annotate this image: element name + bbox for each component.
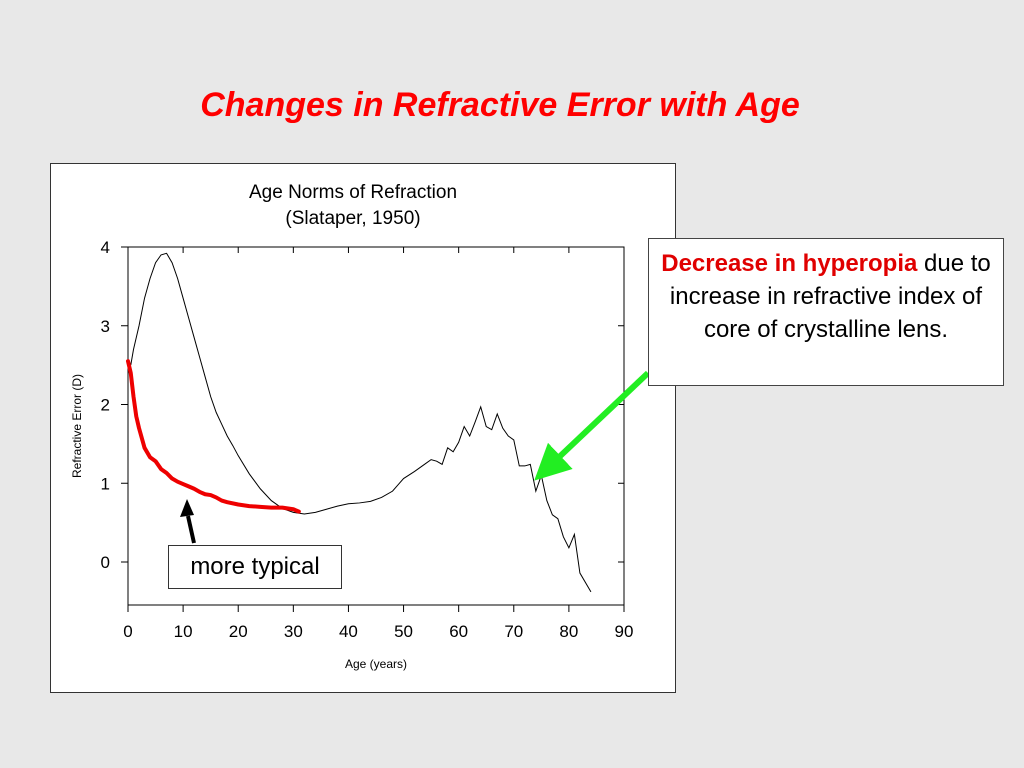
chart-title-block: Age Norms of Refraction (Slataper, 1950) <box>50 180 656 232</box>
x-tick-label: 90 <box>615 622 634 641</box>
x-tick-label: 20 <box>229 622 248 641</box>
callout-highlight: Decrease in hyperopia <box>661 250 918 277</box>
y-axis: 0 1 2 3 4 <box>101 238 624 572</box>
x-tick-label: 40 <box>339 622 358 641</box>
x-axis: 0 10 20 30 40 50 60 70 80 90 <box>123 247 633 641</box>
plot-area <box>127 246 625 606</box>
x-tick-label: 0 <box>123 622 132 641</box>
slide-title: Changes in Refractive Error with Age <box>200 86 800 124</box>
series-line-typical <box>126 359 301 514</box>
series-line-slataper <box>130 252 592 593</box>
chart-title: Age Norms of Refraction <box>248 182 458 203</box>
x-tick-label: 80 <box>559 622 578 641</box>
y-axis-label: Refractive Error (D) <box>70 374 84 478</box>
y-tick-label: 4 <box>101 238 110 257</box>
y-tick-label: 2 <box>101 396 110 415</box>
y-tick-label: 0 <box>101 553 110 572</box>
more-typical-label: more typical <box>168 545 342 589</box>
x-tick-label: 60 <box>449 622 468 641</box>
callout-text: due to increase in refractive index of c… <box>669 250 991 343</box>
y-tick-label: 3 <box>101 317 110 336</box>
x-tick-label: 70 <box>504 622 523 641</box>
chart-subtitle: (Slataper, 1950) <box>285 208 421 229</box>
x-tick-label: 30 <box>284 622 303 641</box>
x-axis-label: Age (years) <box>345 657 407 671</box>
y-tick-label: 1 <box>101 474 110 493</box>
green-arrow <box>534 370 651 481</box>
hyperopia-callout: Decrease in hyperopia due to increase in… <box>648 238 1004 386</box>
black-arrow <box>180 499 196 544</box>
x-tick-label: 10 <box>174 622 193 641</box>
x-tick-label: 50 <box>394 622 413 641</box>
